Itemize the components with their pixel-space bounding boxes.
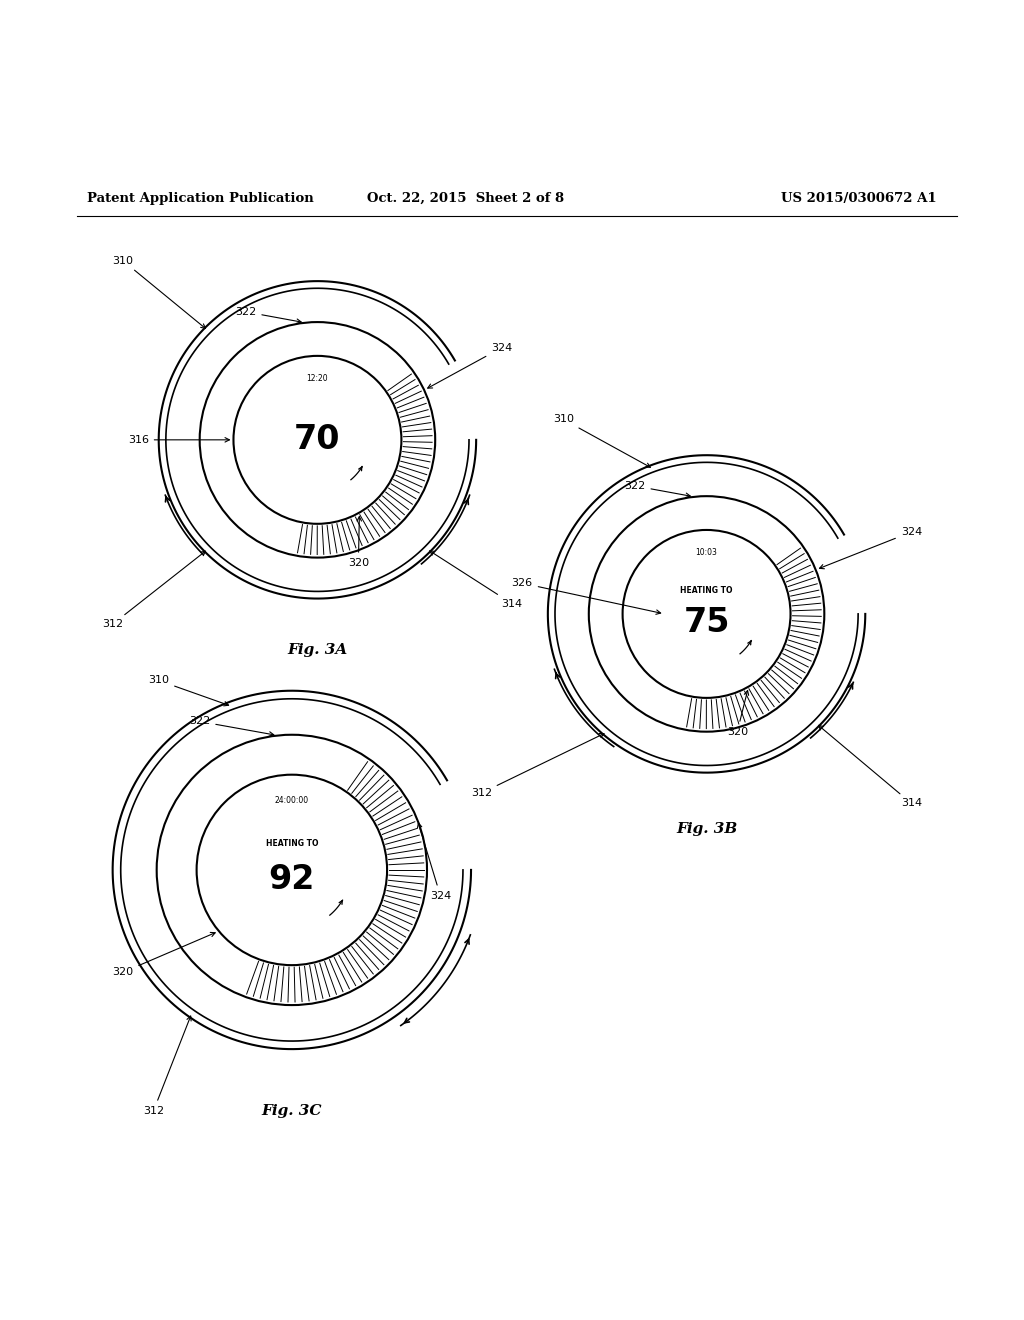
- Circle shape: [589, 496, 824, 731]
- Text: 312: 312: [143, 1016, 191, 1115]
- Circle shape: [233, 356, 401, 524]
- Circle shape: [157, 735, 427, 1005]
- Text: Oct. 22, 2015  Sheet 2 of 8: Oct. 22, 2015 Sheet 2 of 8: [368, 191, 564, 205]
- Text: 322: 322: [189, 717, 273, 737]
- Text: 312: 312: [471, 734, 604, 799]
- Text: Fig. 3C: Fig. 3C: [261, 1104, 323, 1118]
- Text: 326: 326: [512, 578, 660, 614]
- Circle shape: [197, 775, 387, 965]
- Text: Fig. 3A: Fig. 3A: [288, 643, 347, 657]
- Text: 320: 320: [113, 932, 215, 977]
- Text: 322: 322: [625, 480, 690, 498]
- Text: 324: 324: [418, 824, 451, 900]
- Text: 312: 312: [102, 552, 206, 630]
- Text: 12:20: 12:20: [306, 374, 329, 383]
- Text: 324: 324: [428, 343, 512, 388]
- Text: 320: 320: [348, 516, 369, 568]
- Text: Patent Application Publication: Patent Application Publication: [87, 191, 313, 205]
- Text: 10:03: 10:03: [695, 548, 718, 557]
- Circle shape: [200, 322, 435, 557]
- Text: 324: 324: [819, 527, 922, 569]
- Text: US 2015/0300672 A1: US 2015/0300672 A1: [781, 191, 937, 205]
- Text: 75: 75: [683, 606, 730, 639]
- Text: 322: 322: [236, 306, 301, 323]
- Text: 70: 70: [294, 424, 341, 457]
- Text: 92: 92: [268, 863, 315, 896]
- Text: 320: 320: [727, 690, 749, 737]
- Text: 314: 314: [430, 550, 522, 609]
- Text: Fig. 3B: Fig. 3B: [676, 822, 737, 836]
- Text: 310: 310: [148, 676, 228, 706]
- Circle shape: [623, 529, 791, 698]
- Text: HEATING TO: HEATING TO: [265, 838, 318, 847]
- Text: HEATING TO: HEATING TO: [680, 586, 733, 595]
- Text: 316: 316: [128, 434, 229, 445]
- Text: 310: 310: [113, 256, 206, 329]
- Text: 310: 310: [553, 414, 650, 467]
- Text: 24:00:00: 24:00:00: [274, 796, 309, 805]
- Text: 314: 314: [818, 726, 922, 808]
